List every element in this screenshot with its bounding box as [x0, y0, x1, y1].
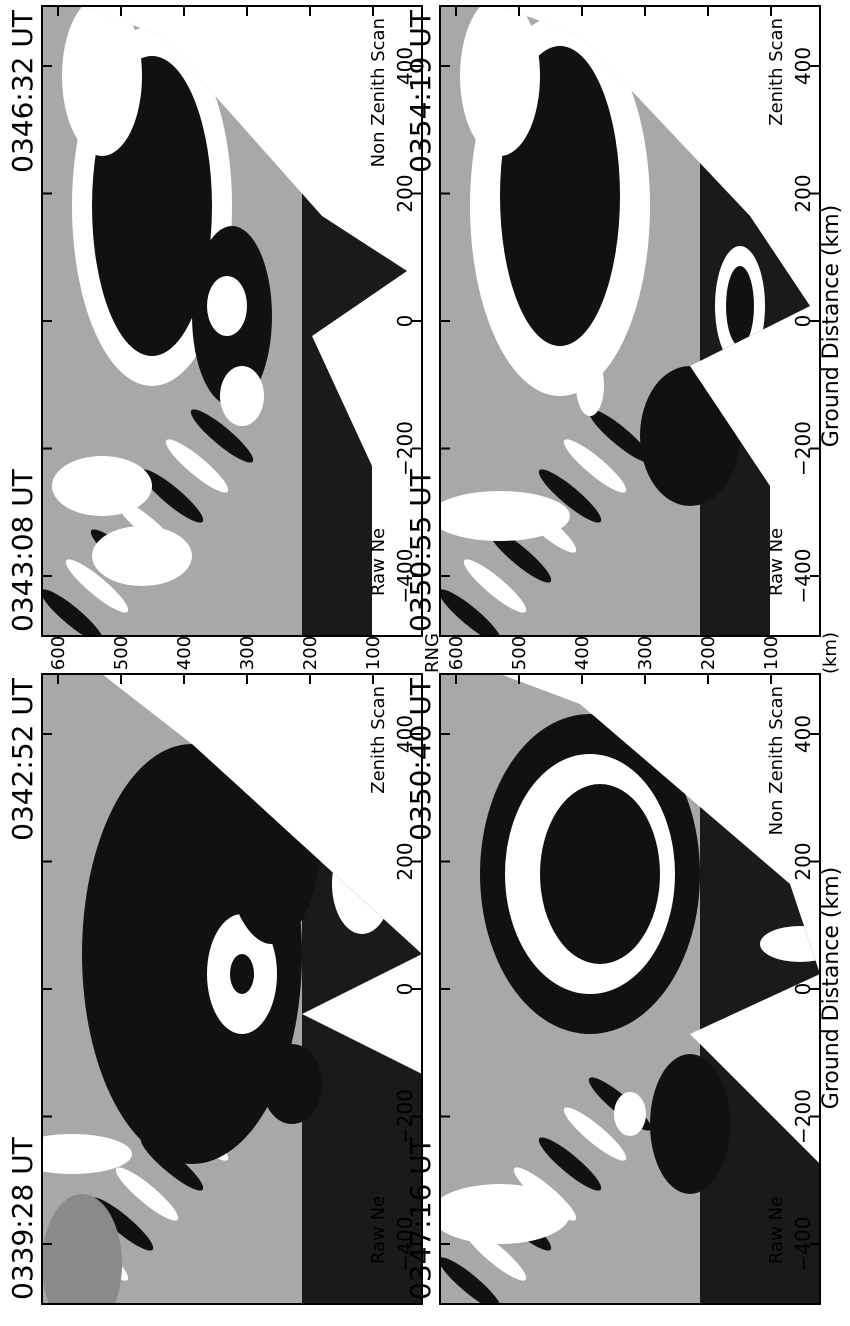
panel: Raw Ne Zenith Scan −400 −200 0 200 400 — [430, 0, 820, 649]
time-start: 0347:16 UT — [404, 1136, 437, 1300]
x-tick-label: −400 — [791, 1217, 815, 1272]
x-tick-label: 0 — [791, 315, 815, 328]
x-tick-label: 200 — [791, 842, 815, 880]
x-tick-label: −200 — [393, 1089, 417, 1144]
right-label: Zenith Scan — [368, 686, 389, 794]
figure: Ground Distance (km) Ground Distance (km… — [0, 0, 850, 1326]
figure-svg: Ground Distance (km) Ground Distance (km… — [0, 0, 850, 1326]
x-tick-label: 0 — [393, 315, 417, 328]
blob — [207, 276, 247, 336]
x-tick-label: 400 — [791, 47, 815, 85]
range-tick-label: 100 — [761, 636, 782, 670]
range-unit: RNG — [422, 633, 443, 673]
x-axis-label: Ground Distance (km) — [819, 867, 844, 1109]
x-tick-label: 200 — [393, 174, 417, 212]
panel: Raw Ne Non Zenith Scan −400 −200 0 200 400 — [430, 674, 840, 1317]
blob — [460, 0, 540, 156]
range-tick-label: 200 — [300, 636, 321, 670]
blob — [230, 954, 254, 994]
right-label: Non Zenith Scan — [766, 686, 787, 835]
time-start: 0339:28 UT — [6, 1136, 39, 1300]
page: Ground Distance (km) Ground Distance (km… — [0, 0, 850, 1326]
range-unit: (km) — [820, 632, 841, 674]
range-tick-label: 300 — [237, 636, 258, 670]
range-tick-label: 500 — [509, 636, 530, 670]
left-label: Raw Ne — [766, 528, 787, 596]
range-tick-label: 500 — [111, 636, 132, 670]
right-label: Zenith Scan — [766, 18, 787, 126]
blob — [540, 784, 660, 964]
time-end: 0354:19 UT — [404, 9, 437, 173]
blob — [220, 366, 264, 426]
blob — [92, 526, 192, 586]
x-tick-label: −400 — [791, 549, 815, 604]
range-tick-label: 400 — [174, 636, 195, 670]
x-tick-label: 200 — [393, 842, 417, 880]
x-tick-label: −200 — [791, 421, 815, 476]
blob — [430, 1184, 570, 1244]
x-tick-label: 400 — [791, 715, 815, 753]
blob — [726, 266, 754, 346]
range-tick-label: 400 — [572, 636, 593, 670]
blob — [650, 1054, 730, 1194]
x-tick-label: 0 — [393, 983, 417, 996]
time-end: 0346:32 UT — [6, 9, 39, 173]
blob — [576, 356, 604, 416]
range-tick-label: 600 — [48, 636, 69, 670]
left-label: Raw Ne — [766, 1196, 787, 1264]
blob — [430, 491, 570, 541]
x-axis-label: Ground Distance (km) — [819, 205, 844, 447]
left-label: Raw Ne — [368, 528, 389, 596]
time-start: 0343:08 UT — [6, 468, 39, 632]
blob — [262, 1044, 322, 1124]
time-start: 0350:55 UT — [404, 468, 437, 632]
x-tick-label: −200 — [393, 421, 417, 476]
time-end: 0342:52 UT — [6, 677, 39, 841]
time-end: 0350:40 UT — [404, 677, 437, 841]
range-tick-label: 100 — [363, 636, 384, 670]
range-tick-label: 600 — [446, 636, 467, 670]
range-tick-label: 200 — [698, 636, 719, 670]
right-label: Non Zenith Scan — [368, 18, 389, 167]
x-tick-label: 200 — [791, 174, 815, 212]
blob — [52, 456, 152, 516]
range-tick-label: 300 — [635, 636, 656, 670]
x-tick-label: −200 — [791, 1089, 815, 1144]
x-tick-label: 0 — [791, 983, 815, 996]
blob — [614, 1092, 646, 1136]
left-label: Raw Ne — [368, 1196, 389, 1264]
